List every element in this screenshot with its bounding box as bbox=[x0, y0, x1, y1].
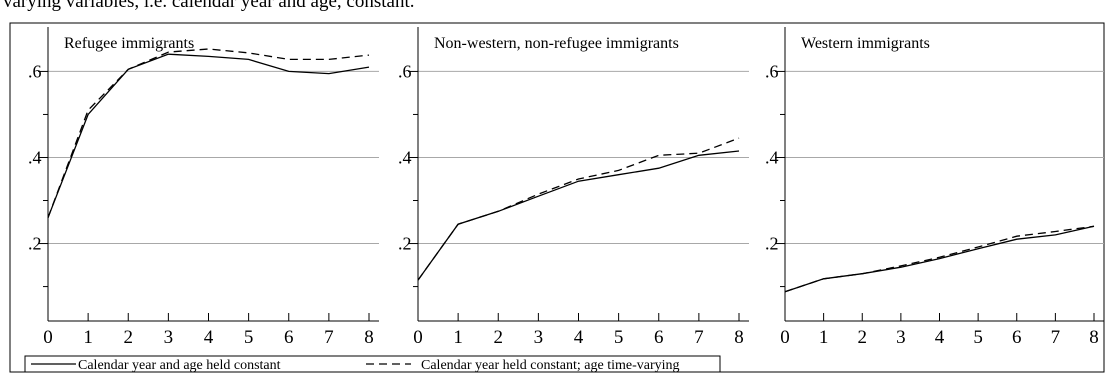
x-tick-label: 8 bbox=[1089, 327, 1099, 348]
y-tick-label: .2 bbox=[398, 234, 412, 254]
y-tick-label: .6 bbox=[398, 61, 412, 81]
x-tick-label: 4 bbox=[935, 327, 945, 348]
panel-title: Refugee immigrants bbox=[64, 35, 194, 52]
x-tick-label: 2 bbox=[858, 327, 868, 348]
x-tick-label: 1 bbox=[453, 327, 463, 348]
y-tick-label: .6 bbox=[28, 61, 42, 81]
panel-title: Non-western, non-refugee immigrants bbox=[434, 35, 679, 52]
x-tick-label: 5 bbox=[244, 327, 254, 348]
figure-caption: varying variables, i.e. calendar year an… bbox=[3, 0, 415, 12]
series-line-2 bbox=[417, 137, 740, 281]
y-tick-label: .2 bbox=[28, 234, 42, 254]
panel-title: Western immigrants bbox=[801, 35, 930, 52]
x-tick-label: 8 bbox=[364, 327, 374, 348]
x-tick-label: 5 bbox=[614, 327, 624, 348]
legend-label-1: Calendar year and age held constant bbox=[78, 358, 281, 373]
x-tick-label: 7 bbox=[694, 327, 704, 348]
x-tick-label: 0 bbox=[780, 327, 790, 348]
x-tick-label: 3 bbox=[534, 327, 544, 348]
x-tick-label: 4 bbox=[204, 327, 214, 348]
x-tick-label: 4 bbox=[574, 327, 584, 348]
x-tick-label: 3 bbox=[164, 327, 174, 348]
series-line-2 bbox=[47, 48, 370, 218]
y-tick-label: .4 bbox=[765, 147, 779, 167]
y-tick-label: .2 bbox=[765, 234, 779, 254]
x-tick-label: 6 bbox=[654, 327, 664, 348]
panel-1: .2 .4 .6 0 1 2 3 4 5 6 7 8 Refugee immigrants bbox=[28, 27, 379, 348]
x-tick-label: 7 bbox=[324, 327, 334, 348]
series-line-1 bbox=[47, 53, 370, 218]
x-tick-label: 5 bbox=[973, 327, 983, 348]
x-tick-label: 1 bbox=[83, 327, 93, 348]
series-line-1 bbox=[784, 225, 1095, 293]
legend-label-2: Calendar year held constant; age time-va… bbox=[421, 358, 680, 373]
x-tick-label: 6 bbox=[284, 327, 294, 348]
series-line-2 bbox=[784, 225, 1095, 293]
x-tick-label: 6 bbox=[1012, 327, 1022, 348]
x-tick-label: 0 bbox=[413, 327, 423, 348]
x-tick-label: 8 bbox=[734, 327, 744, 348]
panel-2: .2 .4 .6 0 1 2 3 4 5 6 7 8 Non-western, non-refugee … bbox=[398, 27, 749, 348]
y-tick-label: .6 bbox=[765, 61, 779, 81]
x-tick-label: 3 bbox=[896, 327, 906, 348]
y-tick-label: .4 bbox=[398, 147, 412, 167]
y-tick-label: .4 bbox=[28, 147, 42, 167]
legend: Calendar year and age held constant Calen… bbox=[24, 355, 721, 373]
x-tick-label: 1 bbox=[819, 327, 829, 348]
panels: .2 .4 .6 0 1 2 3 4 5 6 7 8 Refugee immigrants .2 .4 .6 0… bbox=[28, 27, 1104, 348]
panel-3: .2 .4 .6 0 1 2 3 4 5 6 7 8 Western immigrants bbox=[765, 27, 1104, 348]
x-tick-label: 2 bbox=[124, 327, 134, 348]
x-tick-label: 0 bbox=[43, 327, 53, 348]
x-tick-label: 7 bbox=[1051, 327, 1061, 348]
x-tick-label: 2 bbox=[494, 327, 504, 348]
series-line-1 bbox=[417, 150, 740, 281]
